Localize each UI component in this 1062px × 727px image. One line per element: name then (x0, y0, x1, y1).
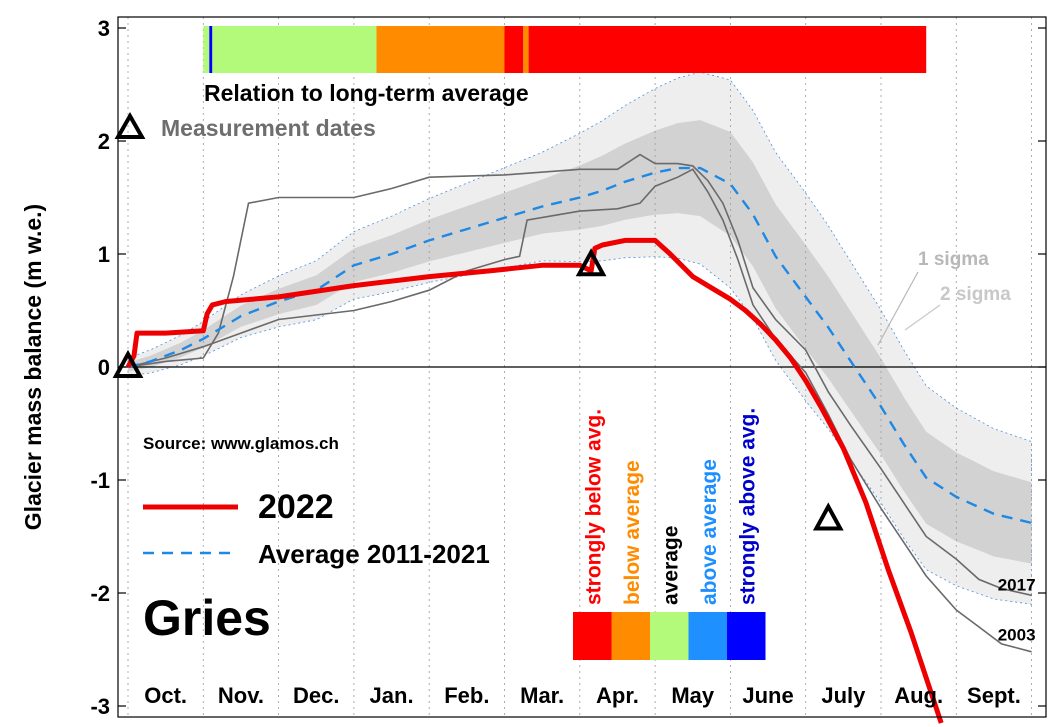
y-tick-label: -2 (90, 581, 110, 606)
y-tick-label: 3 (98, 16, 110, 41)
y-tick-label: 0 (98, 355, 110, 380)
category-swatch (611, 612, 650, 660)
category-label: above average (698, 459, 721, 605)
year-line-label: 2003 (998, 625, 1036, 644)
series-line-2003 (127, 168, 1032, 653)
y-tick-label: 1 (98, 242, 110, 267)
relation-bar-title: Relation to long-term average (204, 80, 529, 106)
category-swatch (727, 612, 766, 660)
category-label: below average (621, 460, 644, 605)
relation-bar (203, 26, 927, 73)
series-lines (125, 153, 1032, 724)
x-month-label: Aug. (894, 683, 943, 708)
sigma-1-band (128, 120, 1032, 564)
sigma-2-pointer (904, 304, 941, 331)
measurement-legend-triangle-icon (114, 111, 146, 139)
sigma-1-label: 1 sigma (918, 249, 989, 270)
series-legend: 2022 Average 2011-2021 (143, 488, 490, 569)
category-swatch (650, 612, 689, 660)
relation-segment (209, 26, 213, 73)
x-month-label: Apr. (596, 683, 639, 708)
measurement-triangle-icon (575, 248, 607, 277)
y-tick-label: -3 (90, 694, 110, 719)
legend-2022-label: 2022 (258, 488, 334, 526)
category-legend: strongly below avg. below average average a… (573, 408, 766, 660)
category-label: strongly above avg. (736, 408, 759, 605)
measurement-markers (112, 248, 844, 531)
x-month-label: Mar. (520, 683, 564, 708)
relation-segment (504, 26, 524, 73)
x-month-label: Oct. (144, 683, 187, 708)
sigma-2-band (127, 71, 1032, 605)
relation-segment (376, 26, 505, 73)
source-text: Source: www.glamos.ch (143, 434, 339, 453)
relation-segment (528, 26, 927, 73)
x-month-label: May (671, 683, 715, 708)
relation-segment (523, 26, 529, 73)
measurement-legend-label: Measurement dates (161, 115, 376, 141)
x-month-label: Nov. (218, 683, 264, 708)
y-axis-label: Glacier mass balance (m w.e.) (20, 204, 46, 530)
x-month-label: Feb. (444, 683, 489, 708)
series-line-2017 (127, 153, 1032, 597)
category-swatch (688, 612, 727, 660)
year-line-labels: 2017 2003 (998, 576, 1036, 645)
y-tick-label: -1 (90, 468, 110, 493)
measurement-legend: Measurement dates (114, 111, 376, 141)
measurement-triangle-icon (812, 502, 844, 531)
x-month-label: June (742, 683, 793, 708)
series-line-2022 (125, 237, 944, 724)
category-swatch (573, 612, 612, 660)
x-month-label: July (821, 683, 866, 708)
series-line-average-2011-2021 (127, 166, 1032, 525)
legend-average-label: Average 2011-2021 (258, 539, 490, 569)
sigma-1-pointer (877, 271, 919, 346)
x-month-label: Sept. (967, 683, 1021, 708)
measurement-triangle-icon (112, 349, 144, 378)
chart-title: Gries (143, 590, 271, 646)
category-label: average (659, 526, 682, 605)
relation-segment (212, 26, 377, 73)
x-month-label: Jan. (370, 683, 414, 708)
y-tick-label: 2 (98, 129, 110, 154)
year-line-label: 2017 (998, 576, 1036, 595)
sigma-2-label: 2 sigma (940, 284, 1011, 305)
sigma-bands (127, 71, 1032, 605)
axes: 3 2 1 0 -1 -2 -3 Oct. Nov. Dec. Jan. Feb. Mar. Apr. Ma… (90, 16, 1046, 719)
relation-segment (203, 26, 210, 73)
category-label: strongly below avg. (582, 409, 605, 605)
x-month-label: Dec. (293, 683, 339, 708)
